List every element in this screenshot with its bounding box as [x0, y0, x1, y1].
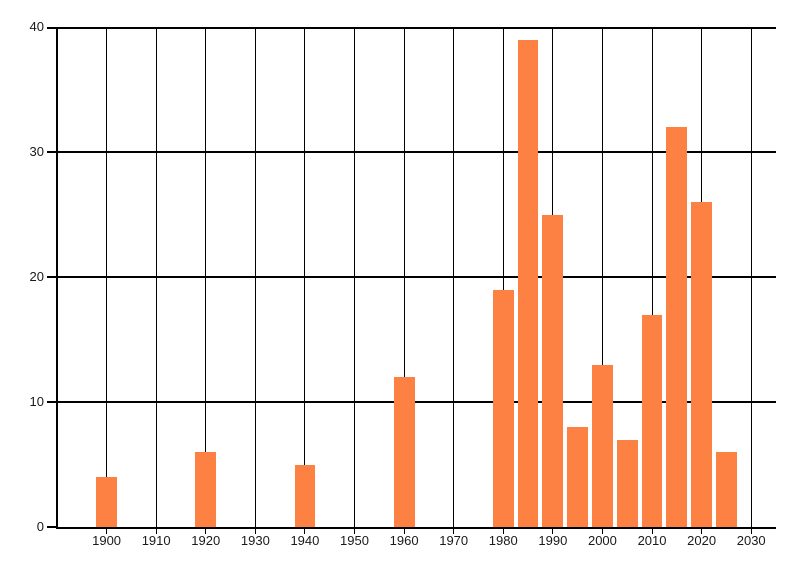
x-tick-label: 1970: [439, 533, 469, 548]
x-tick-label: 1910: [141, 533, 171, 548]
x-tick: [453, 529, 455, 534]
bar: [616, 439, 638, 527]
x-gridline: [304, 27, 306, 527]
x-tick: [552, 529, 554, 534]
y-tick-label: 10: [29, 394, 44, 409]
y-tick-label: 30: [29, 144, 44, 159]
y-tick-label: 40: [29, 19, 44, 34]
x-tick: [106, 529, 108, 534]
x-gridline: [601, 27, 603, 527]
x-gridline: [750, 27, 752, 527]
x-gridline: [205, 27, 207, 527]
x-gridline: [354, 27, 356, 527]
x-tick: [155, 529, 157, 534]
y-tick-label: 0: [36, 519, 44, 534]
x-tick-label: 1930: [240, 533, 270, 548]
x-gridline: [502, 27, 504, 527]
bar: [393, 377, 415, 527]
bar: [294, 464, 316, 527]
x-tick-label: 2030: [736, 533, 766, 548]
y-tick: [47, 151, 57, 153]
bar: [96, 477, 117, 527]
x-gridline: [403, 27, 405, 527]
x-tick: [651, 529, 653, 534]
y-gridline: [57, 401, 776, 403]
y-tick: [47, 401, 57, 403]
x-tick-label: 1980: [488, 533, 518, 548]
x-gridline: [106, 27, 108, 527]
x-axis: [56, 527, 776, 529]
y-tick-label: 20: [29, 269, 44, 284]
x-gridline: [651, 27, 653, 527]
x-tick-label: 2010: [637, 533, 667, 548]
x-tick-label: 1950: [340, 533, 369, 548]
bar: [641, 314, 663, 527]
x-tick-label: 2020: [687, 533, 717, 548]
y-tick: [47, 27, 57, 29]
bar: [542, 214, 564, 527]
x-tick-label: 1900: [92, 533, 122, 548]
plot-area: [57, 27, 776, 534]
x-gridline: [155, 27, 157, 527]
x-tick: [304, 529, 306, 534]
x-tick-label: 1960: [389, 533, 419, 548]
x-tick: [354, 529, 356, 534]
bar: [691, 202, 713, 527]
x-tick-label: 1920: [191, 533, 221, 548]
bar: [492, 289, 514, 527]
bar: [716, 452, 737, 527]
y-gridline: [57, 276, 776, 278]
x-tick: [701, 529, 703, 534]
bar: [666, 127, 688, 527]
x-tick: [205, 529, 207, 534]
x-tick: [750, 529, 752, 534]
bar: [517, 39, 539, 527]
y-gridline: [57, 27, 776, 29]
bar: [592, 364, 613, 527]
x-gridline: [254, 27, 256, 527]
bar: [195, 452, 217, 527]
y-gridline: [57, 151, 776, 153]
x-gridline: [453, 27, 455, 527]
x-tick-label: 1990: [538, 533, 568, 548]
x-tick: [403, 529, 405, 534]
x-tick: [601, 529, 603, 534]
bar: [567, 427, 589, 527]
y-tick: [47, 526, 57, 528]
x-tick-label: 1940: [290, 533, 320, 548]
x-tick: [502, 529, 504, 534]
x-tick: [254, 529, 256, 534]
y-axis: [56, 27, 58, 529]
x-tick-label: 2000: [587, 533, 617, 548]
y-tick: [47, 276, 57, 278]
